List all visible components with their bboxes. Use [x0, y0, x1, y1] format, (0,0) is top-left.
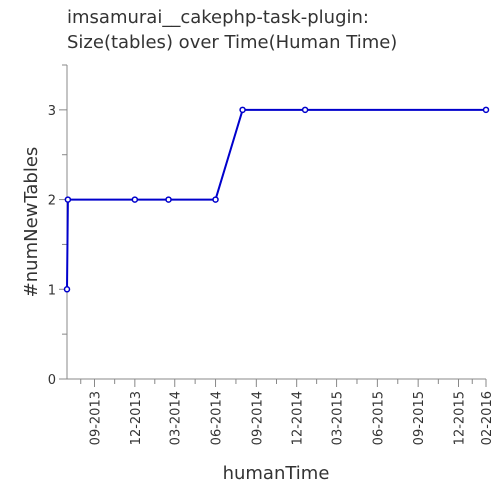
x-tick-label: 09-2013: [88, 391, 103, 445]
x-tick-label: 12-2014: [291, 391, 306, 445]
data-point: [301, 106, 309, 114]
series-line: [66, 108, 486, 290]
x-tick-label: 06-2014: [210, 391, 225, 445]
x-tick-label: 03-2015: [331, 391, 346, 445]
y-tick-label: 3: [48, 104, 56, 119]
y-tick-label: 2: [48, 194, 56, 209]
x-tick-label: 03-2014: [169, 391, 184, 445]
data-point: [64, 196, 72, 203]
data-point: [212, 196, 219, 203]
chart-title-line-2: Size(tables) over Time(Human Time): [67, 32, 397, 53]
x-axis: 09-2013 12-2013 03-2014 06-2014 09-2014 12-20…: [67, 378, 495, 445]
data-point: [131, 196, 139, 203]
data-point: [165, 196, 172, 203]
x-tick-label: 09-2015: [412, 391, 427, 445]
x-tick-label: 12-2015: [453, 391, 468, 445]
y-tick-label: 1: [48, 283, 56, 298]
data-point: [482, 106, 490, 114]
data-point: [239, 106, 246, 114]
x-tick-label: 06-2015: [371, 391, 386, 445]
y-axis: 0 1 2 3: [48, 64, 68, 388]
chart-title-line-1: imsamurai__cakephp-task-plugin:: [67, 7, 369, 28]
x-axis-label: humanTime: [223, 463, 330, 484]
x-tick-label: 09-2014: [250, 391, 265, 445]
x-tick-label: 12-2013: [129, 391, 144, 445]
y-axis-label: #numNewTables: [21, 147, 42, 298]
data-point: [63, 286, 71, 293]
x-tick-label: 02-2016: [480, 391, 495, 445]
series-group: [63, 106, 490, 293]
y-tick-label: 0: [48, 373, 56, 388]
